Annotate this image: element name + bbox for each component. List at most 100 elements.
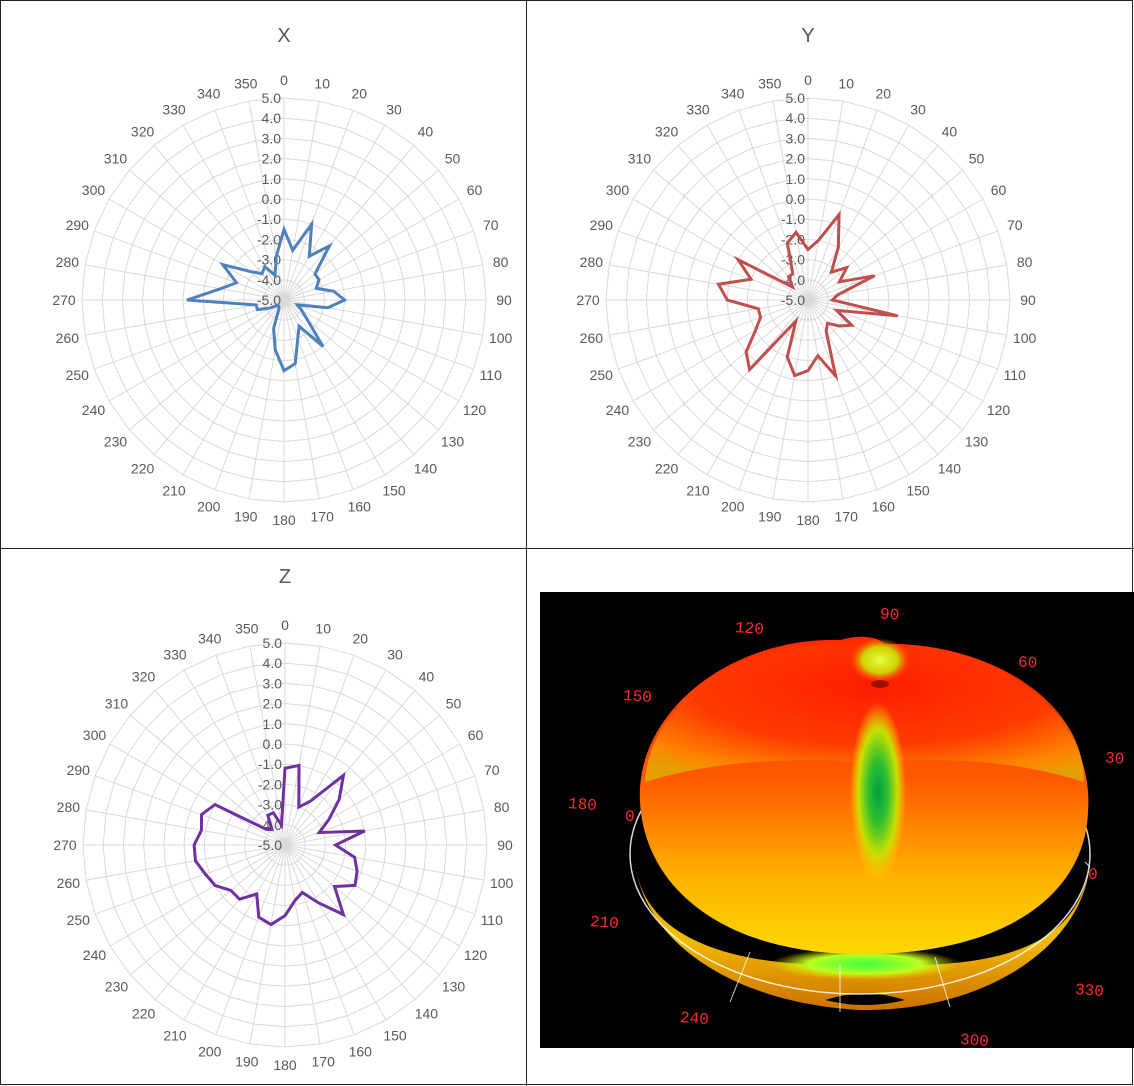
data-point xyxy=(204,873,207,875)
grid-spoke xyxy=(807,299,984,402)
pattern-angle-label: 0 xyxy=(1087,865,1099,885)
grid-spoke xyxy=(129,714,286,846)
data-point xyxy=(298,325,300,328)
grid-spoke xyxy=(182,299,285,476)
angle-tick-label: 210 xyxy=(162,483,186,499)
radial-tick-label: -5.0 xyxy=(257,292,281,308)
data-point xyxy=(807,248,809,251)
data-point xyxy=(326,306,329,309)
radial-tick-label: 3.0 xyxy=(786,130,806,146)
grid-spoke xyxy=(283,124,386,301)
angle-tick-label: 200 xyxy=(198,1044,222,1060)
grid-spoke xyxy=(283,100,320,301)
data-point xyxy=(838,213,840,216)
angle-tick-label: 200 xyxy=(721,499,745,515)
chart-title: Y xyxy=(801,25,814,47)
angle-tick-label: 150 xyxy=(383,1028,407,1044)
data-point xyxy=(318,831,320,834)
pattern-angle-label: 120 xyxy=(734,619,765,639)
angle-tick-label: 90 xyxy=(1020,292,1036,308)
angle-tick-label: 170 xyxy=(311,509,335,525)
grid-spoke xyxy=(284,655,355,846)
data-point xyxy=(280,824,283,826)
angle-tick-label: 0 xyxy=(281,617,289,633)
data-point xyxy=(275,255,278,258)
angle-tick-label: 150 xyxy=(906,483,930,499)
angle-tick-label: 320 xyxy=(655,123,679,139)
data-point xyxy=(274,274,276,277)
grid-spoke xyxy=(85,809,286,846)
data-point xyxy=(817,239,820,242)
radial-tick-label: -3.0 xyxy=(781,252,805,268)
data-point xyxy=(294,899,296,902)
data-point xyxy=(310,223,313,225)
angle-tick-label: 160 xyxy=(872,499,896,515)
data-point xyxy=(342,774,345,777)
data-point xyxy=(235,281,238,284)
angle-tick-label: 290 xyxy=(67,762,91,778)
grid-spoke xyxy=(284,689,416,846)
grid-spoke xyxy=(249,844,286,1045)
grid-spoke xyxy=(153,299,285,456)
data-point xyxy=(271,828,273,831)
angle-tick-label: 260 xyxy=(56,330,80,346)
grid-spoke xyxy=(283,169,440,301)
data-point xyxy=(272,327,275,330)
grid-spoke xyxy=(84,264,285,301)
data-point xyxy=(354,884,356,887)
3d-antenna-pattern: 120 90 60 150 30 180 0 0 210 330 240 300 xyxy=(540,592,1134,1048)
angle-tick-label: 270 xyxy=(53,837,77,853)
pattern-angle-label: 300 xyxy=(959,1031,990,1048)
radial-tick-label: 1.0 xyxy=(786,171,806,187)
angle-tick-label: 100 xyxy=(1013,330,1037,346)
vertical-divider xyxy=(526,0,527,1086)
angle-tick-label: 320 xyxy=(131,123,155,139)
angle-tick-label: 240 xyxy=(606,402,630,418)
radial-tick-label: 0.0 xyxy=(262,191,282,207)
radial-tick-label: 5.0 xyxy=(263,635,283,651)
angle-tick-label: 290 xyxy=(590,217,614,233)
grid-spoke xyxy=(807,100,844,301)
grid-spoke xyxy=(807,299,939,456)
data-point xyxy=(298,764,300,767)
data-point xyxy=(257,916,260,918)
data-point xyxy=(270,923,272,926)
horizontal-divider xyxy=(0,548,1134,549)
grid-spoke xyxy=(632,299,809,402)
angle-tick-label: 120 xyxy=(464,947,488,963)
radial-tick-label: -5.0 xyxy=(258,837,282,853)
angle-tick-label: 80 xyxy=(493,254,509,270)
data-point xyxy=(748,368,751,371)
grid-spoke xyxy=(807,110,878,301)
chart-title: Z xyxy=(279,566,291,588)
angle-tick-label: 250 xyxy=(590,367,614,383)
data-point xyxy=(328,245,331,247)
radial-tick-label: 5.0 xyxy=(262,90,282,106)
data-point xyxy=(318,279,320,281)
angle-tick-label: 40 xyxy=(419,668,435,684)
data-point xyxy=(265,828,268,831)
angle-tick-label: 280 xyxy=(57,799,81,815)
data-point xyxy=(786,242,789,244)
grid-spoke xyxy=(284,669,387,846)
data-point xyxy=(838,281,841,283)
data-point xyxy=(272,811,275,814)
grid-spoke xyxy=(94,230,285,301)
data-point xyxy=(356,870,358,873)
angle-tick-label: 120 xyxy=(987,402,1011,418)
angle-tick-label: 340 xyxy=(198,630,222,646)
angle-tick-label: 70 xyxy=(1007,217,1023,233)
angle-tick-label: 270 xyxy=(576,292,600,308)
data-point xyxy=(826,322,829,325)
grid-spoke xyxy=(807,299,964,431)
grid-spoke xyxy=(249,645,286,846)
angle-tick-label: 60 xyxy=(991,182,1007,198)
angle-tick-label: 170 xyxy=(835,509,859,525)
data-point xyxy=(283,369,285,372)
grid-spoke xyxy=(284,844,387,1021)
grid-spoke xyxy=(807,124,910,301)
data-point xyxy=(338,798,340,801)
